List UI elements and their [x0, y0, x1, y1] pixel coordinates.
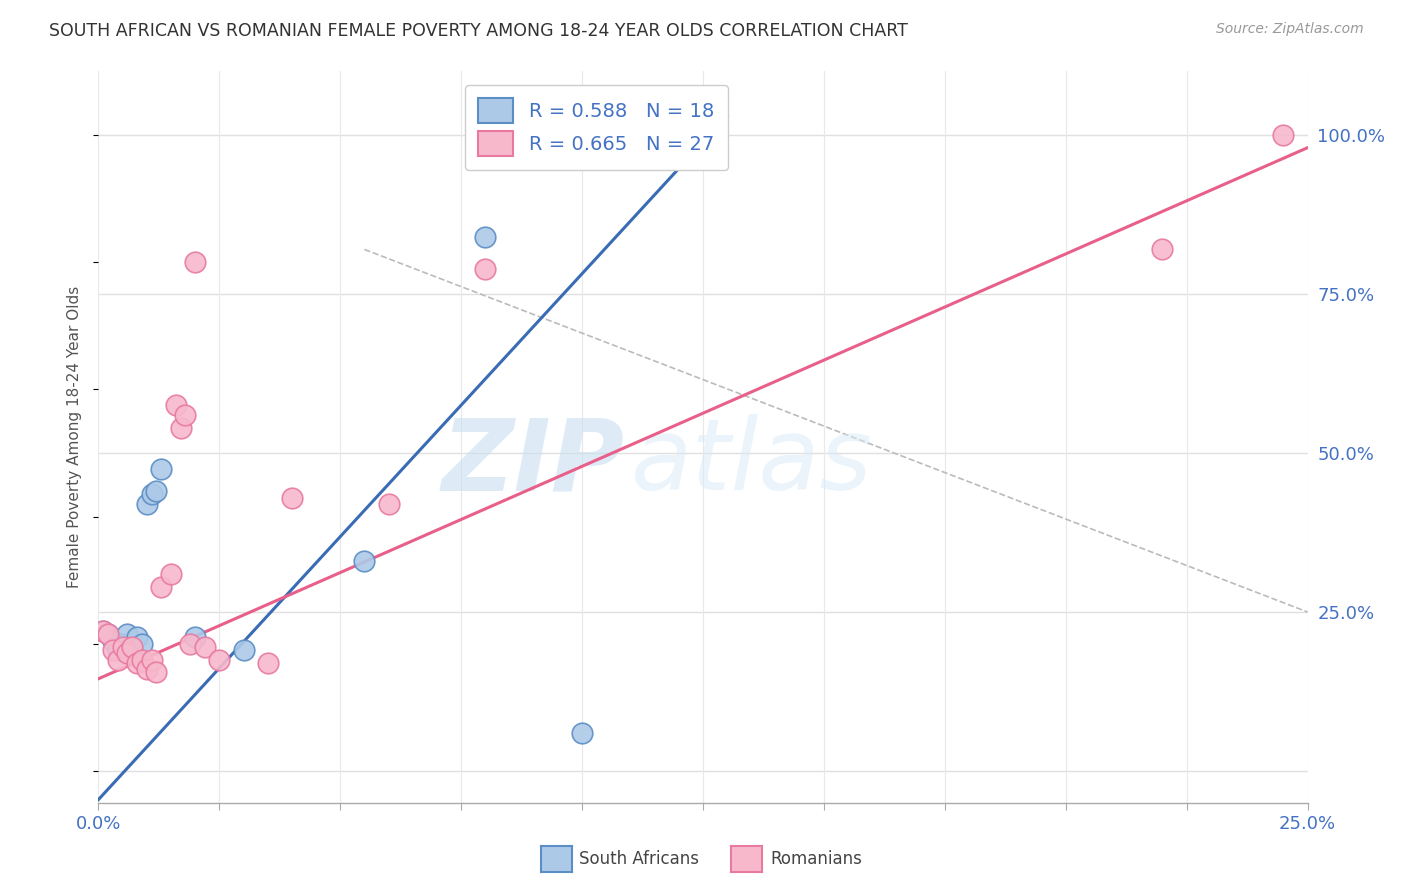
Text: Source: ZipAtlas.com: Source: ZipAtlas.com [1216, 22, 1364, 37]
Point [474, 261, 496, 276]
Point [377, 497, 399, 511]
Point [111, 637, 134, 651]
Point [141, 487, 163, 501]
Text: Romanians: Romanians [770, 850, 862, 868]
Legend: R = 0.588   N = 18, R = 0.665   N = 27: R = 0.588 N = 18, R = 0.665 N = 27 [465, 85, 728, 169]
Point [281, 491, 304, 505]
Point [135, 662, 157, 676]
Point [91, 624, 114, 638]
Point [117, 627, 139, 641]
Point [141, 653, 163, 667]
Point [97, 627, 120, 641]
Point [117, 646, 139, 660]
Point [474, 229, 496, 244]
Text: atlas: atlas [630, 414, 872, 511]
Point [101, 633, 124, 648]
Point [353, 554, 375, 568]
Point [184, 631, 207, 645]
Point [150, 462, 173, 476]
Point [1152, 243, 1174, 257]
Point [150, 580, 173, 594]
Point [160, 566, 183, 581]
Point [107, 653, 129, 667]
Point [131, 653, 153, 667]
Point [208, 653, 231, 667]
Point [135, 497, 157, 511]
Point [121, 640, 143, 654]
Point [131, 637, 153, 651]
Point [1272, 128, 1295, 142]
Text: ZIP: ZIP [441, 414, 624, 511]
Point [107, 643, 129, 657]
Point [571, 726, 593, 740]
Point [145, 484, 167, 499]
Point [127, 631, 149, 645]
Point [169, 420, 191, 434]
Point [256, 656, 278, 670]
Point [97, 627, 120, 641]
Point [179, 637, 201, 651]
Point [232, 643, 254, 657]
Y-axis label: Female Poverty Among 18-24 Year Olds: Female Poverty Among 18-24 Year Olds [67, 286, 83, 588]
Point [184, 255, 207, 269]
Text: SOUTH AFRICAN VS ROMANIAN FEMALE POVERTY AMONG 18-24 YEAR OLDS CORRELATION CHART: SOUTH AFRICAN VS ROMANIAN FEMALE POVERTY… [49, 22, 908, 40]
Point [194, 640, 217, 654]
Point [165, 398, 187, 412]
Point [145, 665, 167, 680]
Point [127, 656, 149, 670]
Point [91, 624, 114, 638]
Text: South Africans: South Africans [579, 850, 699, 868]
Point [174, 408, 197, 422]
Point [121, 640, 143, 654]
Point [111, 640, 134, 654]
Point [101, 643, 124, 657]
